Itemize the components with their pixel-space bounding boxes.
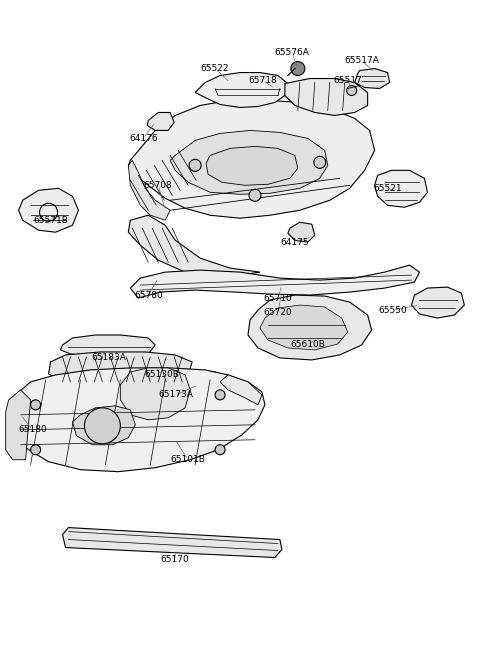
Polygon shape bbox=[19, 188, 78, 233]
Circle shape bbox=[189, 159, 201, 172]
Text: 65571B: 65571B bbox=[33, 215, 68, 225]
Text: 65576A: 65576A bbox=[275, 48, 309, 57]
Circle shape bbox=[84, 408, 120, 443]
Polygon shape bbox=[128, 98, 374, 218]
Text: 65610B: 65610B bbox=[290, 341, 325, 350]
Polygon shape bbox=[48, 352, 192, 385]
Polygon shape bbox=[130, 265, 420, 298]
Circle shape bbox=[215, 445, 225, 455]
Text: 65522: 65522 bbox=[201, 64, 229, 73]
Text: 65130B: 65130B bbox=[145, 370, 180, 379]
Text: 65101B: 65101B bbox=[171, 455, 205, 464]
Polygon shape bbox=[195, 73, 288, 107]
Polygon shape bbox=[128, 215, 260, 278]
Text: 65170: 65170 bbox=[161, 555, 190, 564]
Polygon shape bbox=[248, 295, 372, 360]
Polygon shape bbox=[170, 130, 328, 195]
Text: 65183A: 65183A bbox=[91, 354, 126, 362]
Polygon shape bbox=[72, 406, 135, 445]
Circle shape bbox=[31, 400, 41, 410]
Circle shape bbox=[31, 445, 41, 455]
Text: 65708: 65708 bbox=[144, 181, 173, 190]
Text: 65173A: 65173A bbox=[159, 390, 193, 400]
Text: 65517: 65517 bbox=[333, 76, 362, 85]
Text: 65521: 65521 bbox=[373, 184, 402, 193]
Text: 65720: 65720 bbox=[264, 308, 292, 316]
Text: 65780: 65780 bbox=[134, 291, 163, 299]
Polygon shape bbox=[374, 170, 428, 207]
Polygon shape bbox=[355, 69, 390, 88]
Polygon shape bbox=[220, 375, 262, 405]
Circle shape bbox=[215, 390, 225, 400]
Text: 65718: 65718 bbox=[249, 76, 277, 85]
Text: 64176: 64176 bbox=[129, 134, 157, 143]
Polygon shape bbox=[185, 372, 222, 393]
Text: 65180: 65180 bbox=[18, 425, 47, 434]
Polygon shape bbox=[206, 146, 298, 185]
Polygon shape bbox=[260, 305, 348, 350]
Text: 65517A: 65517A bbox=[344, 56, 379, 65]
Text: 65710: 65710 bbox=[264, 293, 292, 303]
Polygon shape bbox=[288, 222, 315, 242]
Circle shape bbox=[347, 86, 357, 96]
Polygon shape bbox=[62, 527, 282, 557]
Circle shape bbox=[291, 62, 305, 75]
Polygon shape bbox=[285, 79, 368, 115]
Polygon shape bbox=[60, 335, 155, 357]
Text: 65550: 65550 bbox=[378, 305, 407, 314]
Polygon shape bbox=[147, 113, 174, 130]
Polygon shape bbox=[6, 390, 31, 460]
Circle shape bbox=[249, 189, 261, 201]
Polygon shape bbox=[411, 287, 464, 318]
Polygon shape bbox=[128, 160, 170, 220]
Circle shape bbox=[314, 157, 326, 168]
Text: 64175: 64175 bbox=[280, 238, 309, 247]
Polygon shape bbox=[120, 368, 190, 420]
Polygon shape bbox=[9, 368, 265, 472]
